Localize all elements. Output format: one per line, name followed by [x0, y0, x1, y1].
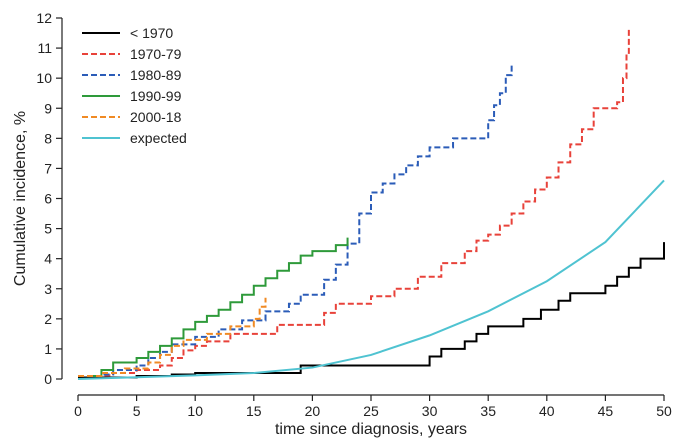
series-line-1970-79 [78, 27, 630, 377]
x-tick-label: 40 [539, 403, 555, 419]
x-axis-title: time since diagnosis, years [275, 421, 467, 438]
legend-label: 1980-89 [130, 67, 182, 83]
y-tick-label: 3 [44, 281, 52, 297]
x-axis-ticks: 0 5 10 15 20 25 30 35 40 45 50 [74, 395, 672, 419]
x-tick-label: 50 [656, 403, 672, 419]
y-tick-label: 9 [44, 100, 52, 116]
y-tick-label: 0 [44, 371, 52, 387]
x-tick-label: 35 [480, 403, 496, 419]
x-tick-label: 30 [422, 403, 438, 419]
x-tick-label: 0 [74, 403, 82, 419]
legend: < 1970 1970-79 1980-89 1990-99 2000-18 expect… [82, 25, 187, 146]
series-lines [77, 27, 665, 380]
legend-label: expected [130, 130, 187, 146]
legend-label: 2000-18 [130, 109, 182, 125]
y-tick-label: 2 [44, 311, 52, 327]
legend-label: < 1970 [130, 25, 173, 41]
y-tick-label: 5 [44, 221, 52, 237]
x-tick-label: 10 [187, 403, 203, 419]
y-tick-label: 7 [44, 160, 52, 176]
x-tick-label: 5 [133, 403, 141, 419]
x-tick-label: 25 [363, 403, 379, 419]
y-axis-title: Cumulative incidence, % [12, 111, 29, 286]
series-line-expected [77, 179, 665, 380]
y-tick-label: 8 [44, 130, 52, 146]
x-tick-label: 45 [598, 403, 614, 419]
legend-label: 1970-79 [130, 46, 182, 62]
y-tick-label: 1 [44, 341, 52, 357]
y-tick-label: 12 [36, 10, 52, 26]
series-line-1990-99 [89, 237, 349, 377]
legend-label: 1990-99 [130, 88, 182, 104]
y-tick-label: 10 [36, 70, 52, 86]
series-line-2000-18 [78, 297, 267, 377]
y-tick-label: 4 [44, 251, 52, 267]
y-tick-label: 11 [37, 40, 52, 56]
y-tick-label: 6 [44, 191, 52, 207]
x-tick-label: 20 [305, 403, 321, 419]
x-tick-label: 15 [246, 403, 262, 419]
